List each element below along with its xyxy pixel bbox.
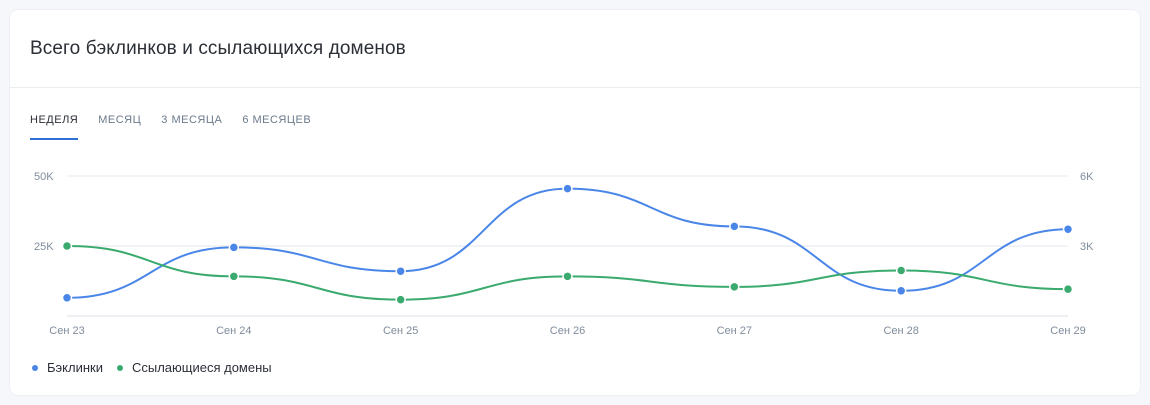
data-point-domains[interactable] <box>395 294 406 305</box>
card-title: Всего бэклинков и ссылающихся доменов <box>30 38 406 59</box>
data-point-backlinks[interactable] <box>61 292 73 304</box>
chart-card: Всего бэклинков и ссылающихся доменов НЕ… <box>10 10 1140 395</box>
data-point-backlinks[interactable] <box>395 265 406 277</box>
data-point-backlinks[interactable] <box>562 183 573 194</box>
series-lines <box>66 187 1069 301</box>
legend-dot-backlinks <box>32 364 38 371</box>
legend-item-domains[interactable]: Ссылающиеся домены <box>116 360 272 375</box>
x-tick-label: Сен 28 <box>883 325 918 337</box>
left-tick-label: 25K <box>34 241 54 253</box>
data-point-domains[interactable] <box>228 271 240 282</box>
legend-item-backlinks[interactable]: Бэклинки <box>32 360 103 375</box>
x-tick-label: Сен 23 <box>49 325 84 337</box>
x-tick-label: Сен 24 <box>216 325 251 337</box>
tab-3-months[interactable]: 3 МЕСЯЦА <box>161 114 223 126</box>
x-tick-label: Сен 26 <box>550 325 585 337</box>
period-tabs: НЕДЕЛЯ МЕСЯЦ 3 МЕСЯЦА 6 МЕСЯЦЕВ <box>30 114 331 140</box>
tab-week[interactable]: НЕДЕЛЯ <box>30 114 79 140</box>
data-point-domains[interactable] <box>1062 283 1074 295</box>
x-tick-label: Сен 25 <box>383 325 418 337</box>
tab-6-months[interactable]: 6 МЕСЯЦЕВ <box>242 114 312 126</box>
data-point-backlinks[interactable] <box>729 221 740 232</box>
legend-label-domains: Ссылающиеся домены <box>131 360 272 375</box>
legend-label-backlinks: Бэклинки <box>47 360 103 375</box>
tab-month[interactable]: МЕСЯЦ <box>98 114 142 126</box>
data-point-domains[interactable] <box>729 281 740 293</box>
line-chart: 25K 3K 50K 6K Сен 23 Сен 24 Сен 25 Сен 26 Сен 27… <box>34 171 1094 337</box>
axis-labels: 25K 3K 50K 6K Сен 23 Сен 24 Сен 25 Сен 26 Сен 27… <box>34 171 1094 337</box>
legend: Бэклинки Ссылающиеся домены <box>32 360 286 375</box>
legend-dot-domains <box>116 364 123 371</box>
x-tick-label: Сен 29 <box>1050 325 1085 337</box>
data-point-backlinks[interactable] <box>228 242 240 253</box>
data-point-backlinks[interactable] <box>895 285 907 297</box>
x-tick-label: Сен 27 <box>717 325 752 337</box>
right-tick-label: 3K <box>1080 241 1094 253</box>
left-tick-label: 50K <box>34 171 54 183</box>
data-point-backlinks[interactable] <box>1062 223 1074 235</box>
data-point-domains[interactable] <box>895 265 907 276</box>
grid-lines <box>67 175 1068 317</box>
data-point-domains[interactable] <box>61 240 73 252</box>
data-points <box>61 183 1074 305</box>
data-point-domains[interactable] <box>562 271 573 282</box>
right-tick-label: 6K <box>1080 171 1094 183</box>
card-header: Всего бэклинков и ссылающихся доменов <box>10 10 1140 88</box>
